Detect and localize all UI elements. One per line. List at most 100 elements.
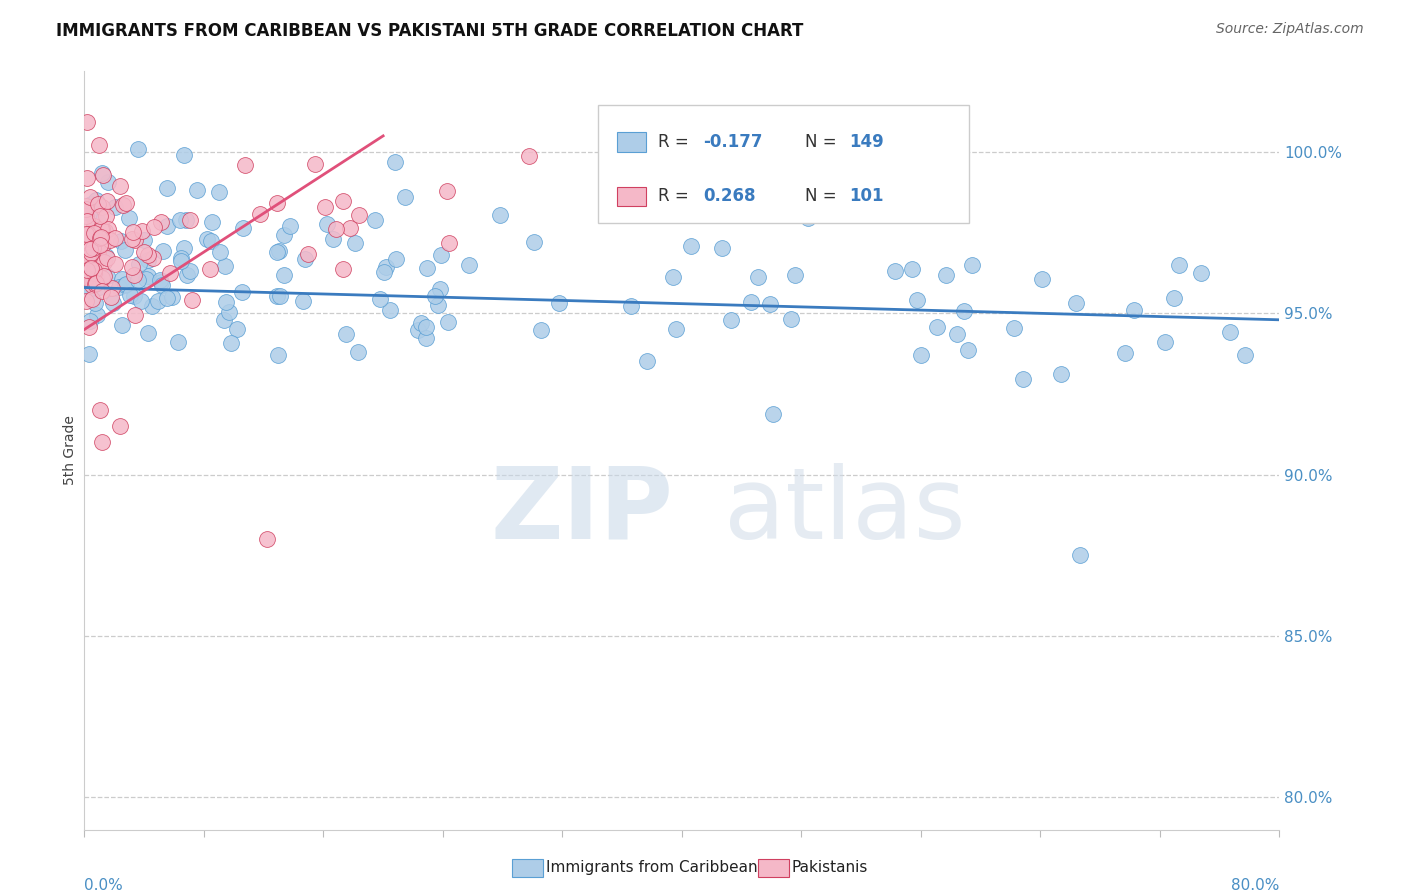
Point xyxy=(201,215,224,229)
Point xyxy=(77,280,100,294)
Point xyxy=(179,212,201,227)
Point xyxy=(94,224,117,238)
Point xyxy=(75,209,97,223)
Point xyxy=(75,202,97,216)
Point xyxy=(84,194,107,208)
Point xyxy=(1163,291,1185,305)
Point xyxy=(131,224,153,238)
Point xyxy=(681,239,703,253)
Point xyxy=(174,213,197,227)
Point xyxy=(79,242,101,256)
Point xyxy=(75,200,97,214)
Point xyxy=(900,261,922,276)
Point xyxy=(75,271,97,285)
Point xyxy=(169,254,191,268)
Point xyxy=(292,294,315,309)
Point xyxy=(142,251,165,265)
Point xyxy=(96,268,118,283)
Point xyxy=(80,196,103,211)
Point xyxy=(124,289,146,303)
Point xyxy=(208,244,231,259)
Point xyxy=(91,221,114,235)
FancyBboxPatch shape xyxy=(617,186,647,206)
Point xyxy=(149,215,172,229)
Point xyxy=(91,435,114,450)
Point xyxy=(89,209,111,223)
Point xyxy=(97,222,120,236)
Point xyxy=(489,208,512,222)
Point xyxy=(96,251,118,265)
Point xyxy=(100,290,122,304)
Point xyxy=(905,293,928,308)
Point xyxy=(169,213,191,227)
Point xyxy=(439,236,461,251)
Point xyxy=(910,348,932,362)
Point xyxy=(332,194,354,208)
Point xyxy=(166,334,188,349)
Point xyxy=(208,186,231,200)
Point xyxy=(884,264,907,278)
Point xyxy=(80,274,103,288)
Point xyxy=(517,149,540,163)
Point xyxy=(159,266,181,280)
Point xyxy=(80,226,103,240)
Point xyxy=(83,266,105,280)
Point xyxy=(141,299,163,313)
Point xyxy=(620,300,643,314)
Point xyxy=(80,292,103,306)
Point xyxy=(86,276,108,290)
Point xyxy=(80,277,103,292)
Text: atlas: atlas xyxy=(724,463,966,559)
Point xyxy=(84,271,107,285)
Point xyxy=(80,246,103,260)
Point xyxy=(86,308,108,322)
Point xyxy=(148,293,170,308)
Point xyxy=(101,281,124,295)
Point xyxy=(83,220,105,235)
Point xyxy=(114,277,136,291)
Point xyxy=(1064,296,1087,310)
Point xyxy=(415,331,437,345)
Point xyxy=(783,268,806,282)
Point xyxy=(87,215,110,229)
Point xyxy=(423,288,446,302)
Point xyxy=(1031,272,1053,286)
Point xyxy=(364,213,387,227)
Point xyxy=(347,208,370,222)
Point xyxy=(273,227,295,242)
Point xyxy=(104,200,127,214)
Point xyxy=(740,295,762,310)
Point xyxy=(322,232,344,246)
Point xyxy=(121,260,143,275)
Point xyxy=(77,320,100,334)
Point xyxy=(156,181,179,195)
Point xyxy=(114,243,136,257)
Point xyxy=(76,227,98,242)
Point xyxy=(523,235,546,250)
FancyBboxPatch shape xyxy=(617,132,647,152)
Point xyxy=(76,238,98,252)
Point xyxy=(79,189,101,203)
Point xyxy=(294,252,316,267)
Point xyxy=(1189,266,1212,280)
Point xyxy=(89,280,111,294)
Point xyxy=(142,220,165,235)
Point xyxy=(112,198,135,212)
Point xyxy=(530,323,553,337)
Point xyxy=(233,158,256,172)
Point xyxy=(77,283,100,297)
Point xyxy=(121,232,143,246)
Point xyxy=(339,221,361,235)
Point xyxy=(679,152,702,166)
Point xyxy=(173,148,195,162)
Point xyxy=(89,231,111,245)
Point xyxy=(136,253,159,268)
Point xyxy=(129,293,152,308)
Point xyxy=(91,169,114,183)
Point xyxy=(176,268,198,282)
Point xyxy=(77,247,100,261)
Point xyxy=(368,292,391,306)
Point xyxy=(76,262,98,277)
Point xyxy=(156,219,179,233)
Point xyxy=(384,252,406,266)
